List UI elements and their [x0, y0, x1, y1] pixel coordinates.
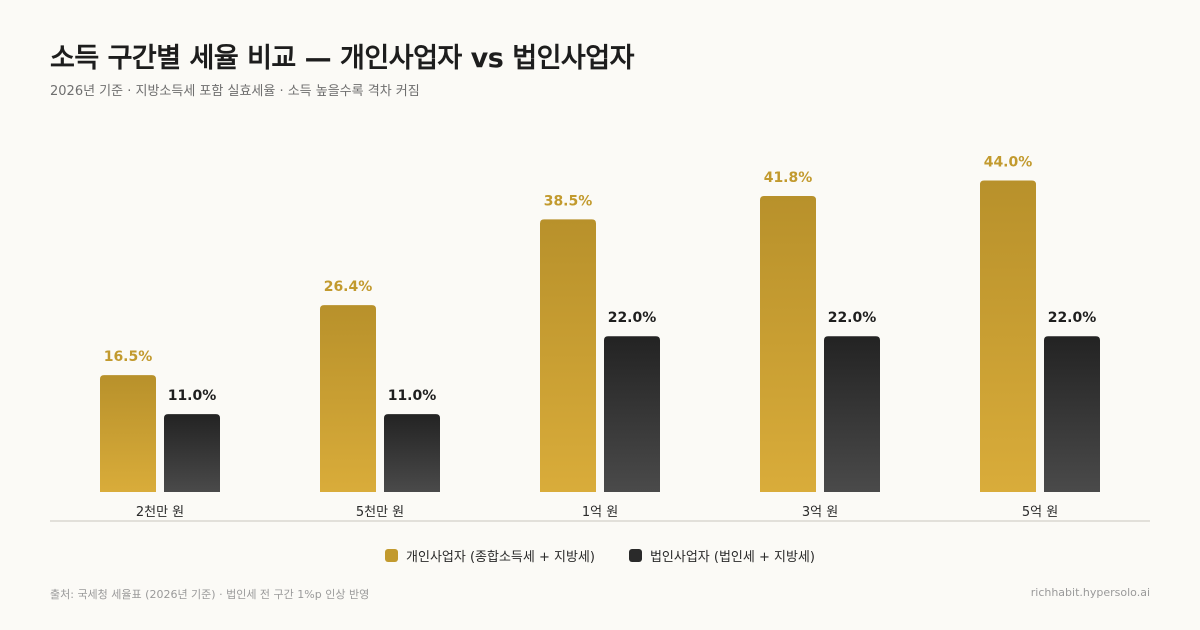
- bar-series-b-3: [824, 336, 880, 492]
- bar-series-b-4: [1044, 336, 1100, 492]
- data-label-series-a-1: 26.4%: [324, 279, 373, 295]
- data-label-series-b-1: 11.0%: [388, 388, 437, 404]
- x-tick-label-1: 5천만 원: [356, 505, 404, 520]
- chart-legend: 개인사업자 (종합소득세 + 지방세) 법인사업자 (법인세 + 지방세): [0, 546, 1200, 565]
- data-label-series-b-4: 22.0%: [1048, 310, 1097, 326]
- credit-link[interactable]: richhabit.hypersolo.ai: [1030, 586, 1150, 599]
- bar-series-a-2: [540, 219, 596, 493]
- x-tick-label-4: 5억 원: [1022, 505, 1058, 520]
- data-label-series-b-2: 22.0%: [608, 310, 657, 326]
- bar-series-b-2: [604, 336, 660, 492]
- bar-series-a-4: [980, 180, 1036, 493]
- legend-swatch-series-a: [385, 549, 399, 562]
- bar-series-a-1: [320, 305, 376, 492]
- data-label-series-a-2: 38.5%: [544, 193, 593, 209]
- legend-label-series-b: 법인사업자 (법인세 + 지방세): [649, 550, 815, 565]
- legend-item-series-b: 법인사업자 (법인세 + 지방세): [628, 546, 815, 565]
- bar-series-a-0: [100, 375, 156, 492]
- bar-series-b-0: [164, 414, 220, 492]
- data-label-series-b-3: 22.0%: [828, 310, 877, 326]
- legend-label-series-a: 개인사업자 (종합소득세 + 지방세): [406, 550, 595, 565]
- x-tick-label-0: 2천만 원: [136, 505, 184, 520]
- chart-subtitle: 2026년 기준 · 지방소득세 포함 실효세율 · 소득 높을수록 격차 커짐: [50, 84, 420, 99]
- x-tick-label-2: 1억 원: [582, 505, 618, 520]
- legend-swatch-series-b: [628, 549, 642, 562]
- chart-title: 소득 구간별 세율 비교 — 개인사업자 vs 법인사업자: [50, 43, 634, 74]
- bar-series-b-1: [384, 414, 440, 492]
- data-label-series-a-0: 16.5%: [104, 349, 153, 365]
- data-label-series-b-0: 11.0%: [168, 388, 217, 404]
- x-tick-label-3: 3억 원: [802, 505, 838, 520]
- bar-series-a-3: [760, 196, 816, 492]
- source-note: 출처: 국세청 세율표 (2026년 기준) · 법인세 전 구간 1%p 인상…: [50, 588, 370, 601]
- data-label-series-a-3: 41.8%: [764, 170, 813, 186]
- data-label-series-a-4: 44.0%: [984, 154, 1033, 170]
- legend-item-series-a: 개인사업자 (종합소득세 + 지방세): [385, 546, 595, 565]
